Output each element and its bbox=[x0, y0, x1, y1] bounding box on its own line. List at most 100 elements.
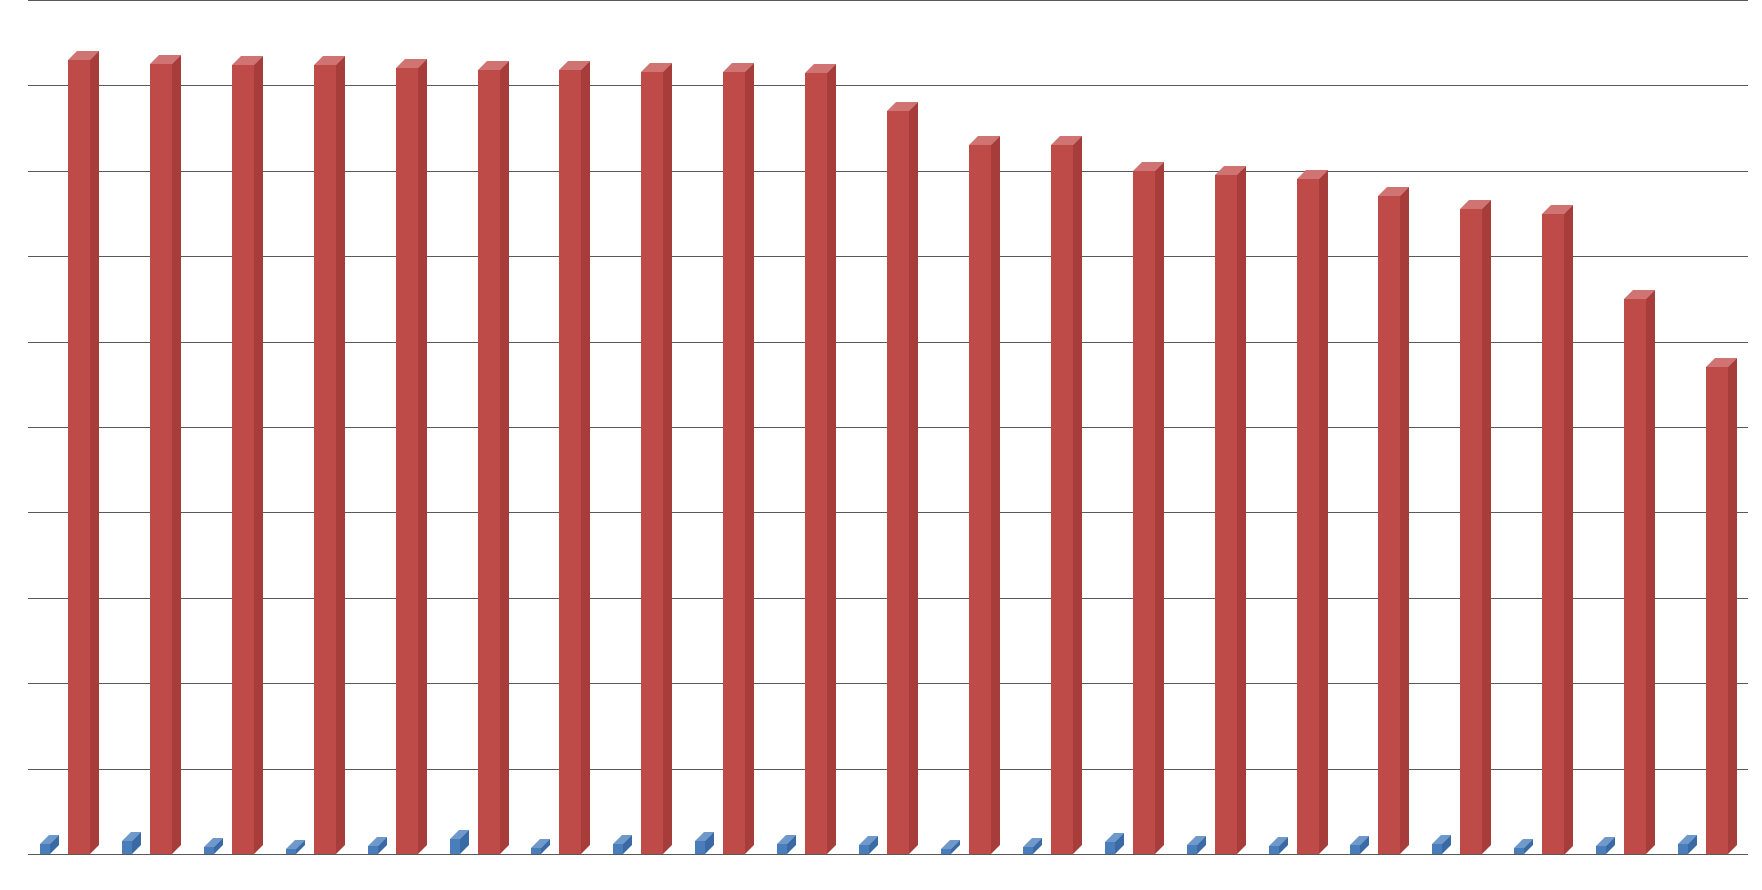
category-group bbox=[1175, 0, 1257, 854]
bar-series-1 bbox=[531, 848, 541, 854]
bar-face-front bbox=[887, 111, 909, 854]
bar-face-front bbox=[941, 849, 951, 854]
plot-area bbox=[28, 0, 1748, 868]
bar-face-front bbox=[859, 845, 869, 854]
bar-face-front bbox=[805, 73, 827, 854]
bar-face-side bbox=[1564, 205, 1573, 855]
category-group bbox=[110, 0, 192, 854]
bar-series-1 bbox=[941, 849, 951, 854]
bar-series-1 bbox=[1187, 845, 1197, 854]
bar-series-1 bbox=[1105, 842, 1115, 854]
category-group bbox=[1011, 0, 1093, 854]
bar-face-front bbox=[204, 847, 214, 854]
bar-series-2 bbox=[887, 111, 909, 854]
bar-face-front bbox=[969, 145, 991, 854]
bar-face-front bbox=[478, 70, 500, 854]
category-group bbox=[438, 0, 520, 854]
bar-face-side bbox=[663, 63, 672, 854]
bar-series-2 bbox=[396, 68, 418, 854]
bar-series-2 bbox=[1215, 175, 1237, 854]
bar-face-side bbox=[1646, 290, 1655, 854]
category-group bbox=[1584, 0, 1666, 854]
category-group bbox=[274, 0, 356, 854]
bar-face-front bbox=[641, 72, 663, 854]
bar-series-1 bbox=[1596, 846, 1606, 854]
bar-series-1 bbox=[859, 845, 869, 854]
bar-series-2 bbox=[559, 70, 581, 854]
bar-face-side bbox=[500, 61, 509, 854]
bar-face-front bbox=[1378, 196, 1400, 854]
bar-face-front bbox=[1542, 214, 1564, 855]
bar-face-front bbox=[122, 841, 132, 854]
bar-series-2 bbox=[314, 65, 336, 854]
bar-face-side bbox=[991, 136, 1000, 854]
bar-face-front bbox=[40, 844, 50, 854]
bar-face-side bbox=[827, 64, 836, 854]
category-group bbox=[519, 0, 601, 854]
bar-face-front bbox=[368, 846, 378, 854]
bar-series-2 bbox=[1378, 196, 1400, 854]
bar-face-side bbox=[581, 61, 590, 854]
bar-series-1 bbox=[1678, 844, 1688, 854]
bar-face-side bbox=[745, 63, 754, 854]
bar-series-2 bbox=[150, 64, 172, 854]
bar-face-front bbox=[1297, 179, 1319, 854]
bar-face-side bbox=[254, 56, 263, 854]
bar-face-side bbox=[336, 56, 345, 854]
bar-face-front bbox=[559, 70, 581, 854]
bar-face-front bbox=[777, 844, 787, 854]
bar-face-side bbox=[1237, 166, 1246, 854]
bar-series-1 bbox=[122, 841, 132, 854]
bar-face-side bbox=[1073, 136, 1082, 854]
category-group bbox=[1338, 0, 1420, 854]
bar-series-2 bbox=[723, 72, 745, 854]
category-group bbox=[601, 0, 683, 854]
bar-face-front bbox=[1187, 845, 1197, 854]
bar-series-2 bbox=[1542, 214, 1564, 855]
bar-series-2 bbox=[969, 145, 991, 854]
bar-series-1 bbox=[613, 844, 623, 854]
bar-face-front bbox=[1269, 846, 1279, 854]
bar-series-2 bbox=[1624, 299, 1646, 854]
bar-series-1 bbox=[1350, 845, 1360, 854]
bar-series-2 bbox=[1133, 171, 1155, 854]
bar-face-front bbox=[695, 841, 705, 854]
bar-face-side bbox=[1319, 170, 1328, 854]
bar-series-2 bbox=[641, 72, 663, 854]
category-group bbox=[28, 0, 110, 854]
bar-face-front bbox=[723, 72, 745, 854]
bar-series-1 bbox=[286, 849, 296, 854]
category-group bbox=[765, 0, 847, 854]
bar-face-front bbox=[1596, 846, 1606, 854]
category-group bbox=[356, 0, 438, 854]
bar-face-front bbox=[1023, 847, 1033, 854]
bar-face-side bbox=[1728, 358, 1737, 854]
bar-face-front bbox=[1706, 367, 1728, 854]
bar-series-2 bbox=[805, 73, 827, 854]
bar-face-side bbox=[1400, 187, 1409, 854]
category-group bbox=[1502, 0, 1584, 854]
bar-face-front bbox=[531, 848, 541, 854]
category-group bbox=[1093, 0, 1175, 854]
category-group bbox=[1257, 0, 1339, 854]
bar-face-side bbox=[1482, 200, 1491, 854]
bar-face-front bbox=[1624, 299, 1646, 854]
bar-series-2 bbox=[1051, 145, 1073, 854]
bar-face-front bbox=[613, 844, 623, 854]
category-group bbox=[192, 0, 274, 854]
bar-series-1 bbox=[777, 844, 787, 854]
bar-series-2 bbox=[232, 65, 254, 854]
bar-face-front bbox=[1215, 175, 1237, 854]
bar-series-1 bbox=[40, 844, 50, 854]
category-group bbox=[847, 0, 929, 854]
bar-face-side bbox=[1155, 162, 1164, 854]
bar-face-side bbox=[418, 59, 427, 854]
bar-face-front bbox=[150, 64, 172, 854]
bar-series-1 bbox=[1432, 844, 1442, 854]
bar-face-front bbox=[1133, 171, 1155, 854]
bar-face-side bbox=[90, 51, 99, 854]
plot-floor bbox=[28, 854, 1748, 868]
bar-face-front bbox=[1514, 848, 1524, 854]
bar-series-2 bbox=[1706, 367, 1728, 854]
bar-face-side bbox=[909, 102, 918, 854]
